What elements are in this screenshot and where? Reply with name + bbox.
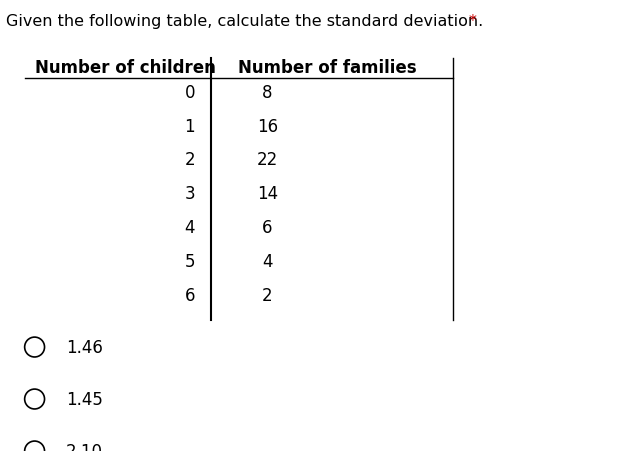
Text: 8: 8 [262,83,272,101]
Text: 0: 0 [184,83,195,101]
Text: 1.46: 1.46 [66,338,103,356]
Text: 2.10: 2.10 [66,442,103,451]
Text: 3: 3 [184,185,195,203]
Text: 2: 2 [184,151,195,169]
Text: Given the following table, calculate the standard deviation.: Given the following table, calculate the… [6,14,489,28]
Text: 4: 4 [184,219,195,237]
Text: 6: 6 [184,286,195,304]
Text: 5: 5 [184,253,195,271]
Text: 1: 1 [184,117,195,135]
Text: Number of families: Number of families [238,59,416,77]
Text: 1.45: 1.45 [66,390,103,408]
Text: Number of children: Number of children [35,59,216,77]
Text: 22: 22 [257,151,278,169]
Text: 14: 14 [257,185,278,203]
Text: 16: 16 [257,117,278,135]
Text: 2: 2 [262,286,272,304]
Text: 4: 4 [262,253,272,271]
Text: *: * [469,14,477,28]
Text: 6: 6 [262,219,272,237]
